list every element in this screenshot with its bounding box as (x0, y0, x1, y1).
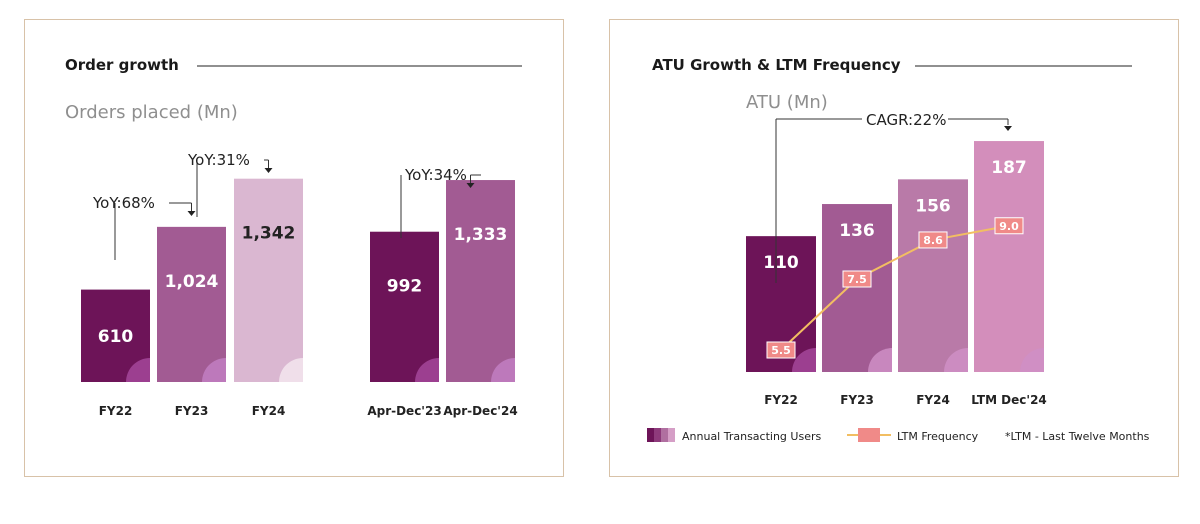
frequency-value-label: 9.0 (999, 220, 1019, 233)
bar-corner-1 (868, 348, 892, 372)
cagr-label: CAGR:22% (866, 111, 946, 129)
panel-title: Order growth (65, 56, 179, 74)
x-tick-label: Apr-Dec'24 (443, 404, 517, 418)
yoy-label: YoY:68% (92, 194, 155, 212)
bar-corner-3 (1020, 348, 1044, 372)
atu-growth-panel: ATU Growth & LTM Frequency ATU (Mn) 110 F… (609, 19, 1179, 477)
cagr-arrow (1004, 126, 1012, 131)
bar-value-label: 1,024 (165, 272, 219, 292)
bar-value-label: 1,333 (454, 225, 508, 245)
frequency-marker-2 (918, 231, 948, 249)
bar-2 (898, 179, 968, 372)
panel-subtitle: ATU (Mn) (746, 92, 828, 113)
frequency-marker-0 (766, 341, 796, 359)
bar-corner-2 (944, 348, 968, 372)
frequency-value-label: 8.6 (923, 234, 943, 247)
bar-value-label: 187 (991, 158, 1027, 178)
frequency-marker-1 (842, 270, 872, 288)
bar-value-label: 1,342 (242, 224, 296, 244)
atu-frequency-chart: ATU Growth & LTM Frequency ATU (Mn) 110 F… (647, 56, 1150, 443)
legend-swatch-atu (654, 428, 661, 442)
legend-swatch-atu (668, 428, 675, 442)
yoy-arrow (264, 168, 273, 173)
bar-corner-0 (792, 348, 816, 372)
legend-label-freq: LTM Frequency (897, 430, 979, 443)
yoy-arrow (466, 183, 475, 188)
bar-value-label: 992 (387, 277, 423, 297)
panel-subtitle: Orders placed (Mn) (65, 102, 238, 123)
yoy-label: YoY:31% (187, 151, 250, 169)
bar-value-label: 136 (839, 221, 875, 241)
x-tick-label: LTM Dec'24 (971, 393, 1047, 407)
bar-4 (446, 180, 515, 382)
frequency-value-label: 5.5 (771, 344, 791, 357)
bar-corner-3 (415, 358, 439, 382)
x-tick-label: Apr-Dec'23 (367, 404, 441, 418)
bar-corner-2 (279, 358, 303, 382)
legend-swatch-atu (647, 428, 654, 442)
order-growth-panel: Order growth Orders placed (Mn) 610 FY22 1… (24, 19, 564, 477)
bar-1 (157, 226, 226, 382)
frequency-line (780, 224, 1010, 351)
legend-swatch-atu (661, 428, 668, 442)
bar-1 (822, 204, 892, 372)
legend-label-atu: Annual Transacting Users (682, 430, 821, 443)
legend: Annual Transacting Users LTM Frequency *LT… (647, 428, 1150, 443)
x-tick-label: FY23 (175, 404, 209, 418)
yoy-label: YoY:34% (404, 166, 467, 184)
bar-2 (234, 178, 303, 382)
frequency-value-label: 7.5 (847, 273, 867, 286)
x-tick-label: FY24 (916, 393, 950, 407)
legend-swatch-freq (858, 428, 880, 442)
x-tick-label: FY23 (840, 393, 874, 407)
bar-value-label: 156 (915, 196, 951, 216)
bar-value-label: 610 (98, 327, 134, 347)
x-tick-label: FY24 (252, 404, 286, 418)
bar-3 (370, 231, 439, 382)
bar-corner-4 (491, 358, 515, 382)
legend-note: *LTM - Last Twelve Months (1005, 430, 1150, 443)
bar-corner-0 (126, 358, 150, 382)
yoy-arrow (187, 211, 196, 216)
bar-value-label: 110 (763, 253, 799, 273)
bar-corner-1 (202, 358, 226, 382)
x-tick-label: FY22 (764, 393, 798, 407)
bar-3 (974, 141, 1044, 372)
x-tick-label: FY22 (99, 404, 133, 418)
order-growth-chart: Order growth Orders placed (Mn) 610 FY22 1… (65, 56, 522, 418)
panel-title: ATU Growth & LTM Frequency (652, 56, 901, 74)
frequency-marker-3 (994, 217, 1024, 235)
